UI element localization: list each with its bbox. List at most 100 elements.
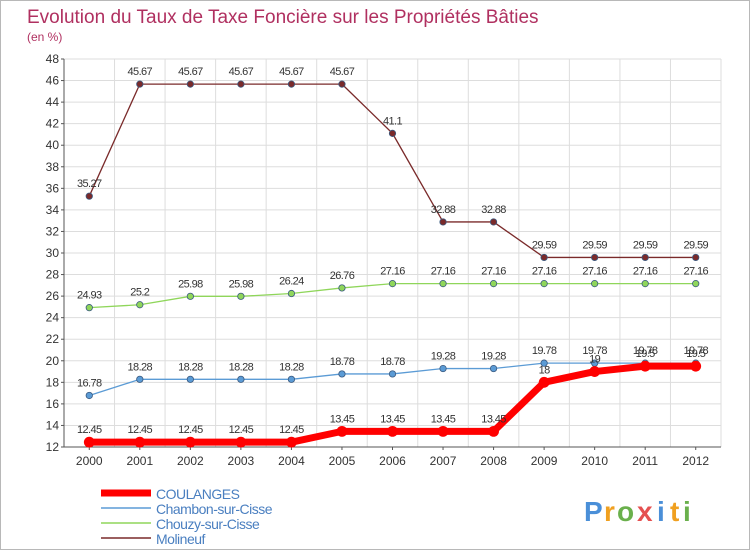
data-label-molineuf: 29.59 (582, 239, 607, 251)
data-label-molineuf: 45.67 (279, 66, 304, 78)
x-tick-label: 2007 (430, 454, 457, 468)
data-point-chouzy-sur-cisse (540, 280, 548, 288)
brand-logo-letter: t (670, 496, 679, 527)
data-label-chouzy-sur-cisse: 27.16 (532, 266, 557, 278)
data-point-chambon-sur-cisse (237, 375, 245, 383)
x-tick-label: 2001 (126, 454, 153, 468)
data-point-coulanges (286, 436, 297, 448)
data-point-molineuf (338, 80, 346, 88)
data-point-molineuf (85, 192, 93, 200)
data-label-coulanges: 19.5 (686, 348, 705, 360)
data-label-molineuf: 29.59 (683, 239, 708, 251)
data-point-coulanges (639, 360, 651, 372)
y-tick-label: 42 (46, 117, 60, 131)
y-tick-label: 30 (46, 246, 60, 260)
data-label-chambon-sur-cisse: 19.78 (633, 345, 658, 357)
data-point-chouzy-sur-cisse (287, 289, 296, 298)
data-label-molineuf: 29.59 (633, 239, 658, 251)
data-label-coulanges: 12.45 (128, 424, 153, 436)
data-label-chouzy-sur-cisse: 25.2 (130, 287, 149, 299)
y-tick-label: 38 (46, 160, 60, 174)
data-label-molineuf: 45.67 (229, 66, 254, 78)
data-label-chouzy-sur-cisse: 24.93 (77, 290, 102, 302)
data-label-coulanges: 13.45 (481, 413, 506, 425)
data-point-chouzy-sur-cisse (641, 280, 649, 288)
data-point-chouzy-sur-cisse (692, 280, 700, 288)
brand-logo-letter: o (617, 496, 634, 527)
data-point-molineuf (186, 80, 194, 88)
y-tick-label: 28 (46, 268, 60, 282)
data-label-coulanges: 12.45 (178, 424, 203, 436)
data-point-chambon-sur-cisse (136, 375, 144, 383)
data-point-molineuf (692, 253, 700, 262)
data-point-coulanges (336, 425, 348, 437)
data-label-chouzy-sur-cisse: 26.24 (279, 276, 304, 288)
data-point-chouzy-sur-cisse (439, 280, 447, 288)
data-point-molineuf (489, 218, 498, 226)
data-label-chambon-sur-cisse: 18.28 (128, 361, 153, 373)
data-point-molineuf (439, 218, 447, 226)
data-point-chambon-sur-cisse (85, 391, 93, 400)
data-label-chambon-sur-cisse: 19.78 (683, 345, 708, 357)
data-point-chouzy-sur-cisse (85, 304, 93, 312)
data-point-chambon-sur-cisse (540, 359, 548, 367)
data-point-coulanges (387, 425, 398, 437)
y-tick-label: 32 (46, 224, 60, 238)
data-point-coulanges (134, 436, 146, 448)
data-label-chambon-sur-cisse: 18.78 (380, 356, 405, 368)
data-label-chambon-sur-cisse: 18.28 (229, 361, 254, 373)
data-label-chouzy-sur-cisse: 27.16 (633, 266, 658, 278)
chart-title: Evolution du Taux de Taxe Foncière sur l… (27, 7, 539, 28)
data-point-molineuf (136, 80, 144, 88)
y-tick-label: 44 (46, 95, 60, 109)
data-point-coulanges (538, 376, 550, 388)
data-label-chouzy-sur-cisse: 27.16 (683, 266, 708, 278)
data-label-molineuf: 32.88 (481, 204, 506, 216)
data-point-chouzy-sur-cisse (388, 280, 397, 288)
data-point-chambon-sur-cisse (338, 370, 346, 378)
data-label-molineuf: 41.1 (383, 115, 402, 127)
data-label-coulanges: 19 (589, 354, 601, 366)
data-point-chouzy-sur-cisse (591, 280, 599, 288)
data-point-chouzy-sur-cisse (237, 292, 245, 300)
legend-label: Molineuf (156, 531, 206, 547)
x-tick-label: 2008 (480, 454, 507, 468)
data-point-chambon-sur-cisse (439, 364, 447, 373)
data-point-molineuf (591, 253, 599, 262)
data-point-molineuf (388, 129, 397, 137)
data-point-molineuf (641, 253, 649, 262)
data-label-chouzy-sur-cisse: 27.16 (380, 266, 405, 278)
y-tick-label: 48 (46, 52, 60, 66)
y-tick-label: 18 (46, 375, 60, 389)
y-tick-label: 36 (46, 181, 60, 195)
data-point-coulanges (690, 360, 702, 372)
data-label-molineuf: 35.27 (77, 178, 102, 190)
data-point-chouzy-sur-cisse (338, 284, 346, 292)
y-tick-label: 20 (46, 354, 60, 368)
legend-label: Chambon-sur-Cisse (156, 501, 273, 517)
data-label-molineuf: 45.67 (178, 66, 203, 78)
y-tick-label: 14 (46, 418, 60, 432)
brand-logo-letter: i (657, 496, 665, 527)
y-tick-label: 22 (46, 332, 60, 346)
x-tick-label: 2009 (531, 454, 558, 468)
y-tick-label: 16 (46, 397, 60, 411)
x-tick-label: 2000 (76, 454, 103, 468)
y-tick-label: 46 (46, 74, 60, 88)
x-tick-label: 2010 (581, 454, 608, 468)
data-point-chambon-sur-cisse (287, 375, 296, 383)
data-label-chambon-sur-cisse: 16.78 (77, 377, 102, 389)
x-tick-label: 2003 (228, 454, 255, 468)
x-tick-label: 2011 (632, 454, 658, 468)
data-label-coulanges: 13.45 (380, 413, 405, 425)
data-label-molineuf: 32.88 (431, 204, 456, 216)
data-label-chambon-sur-cisse: 19.78 (532, 345, 557, 357)
y-tick-label: 34 (46, 203, 60, 217)
data-label-chouzy-sur-cisse: 27.16 (582, 266, 607, 278)
brand-logo-letter: i (683, 496, 691, 527)
data-label-molineuf: 29.59 (532, 239, 557, 251)
brand-logo-letter: P (584, 496, 603, 527)
x-tick-label: 2006 (379, 454, 406, 468)
